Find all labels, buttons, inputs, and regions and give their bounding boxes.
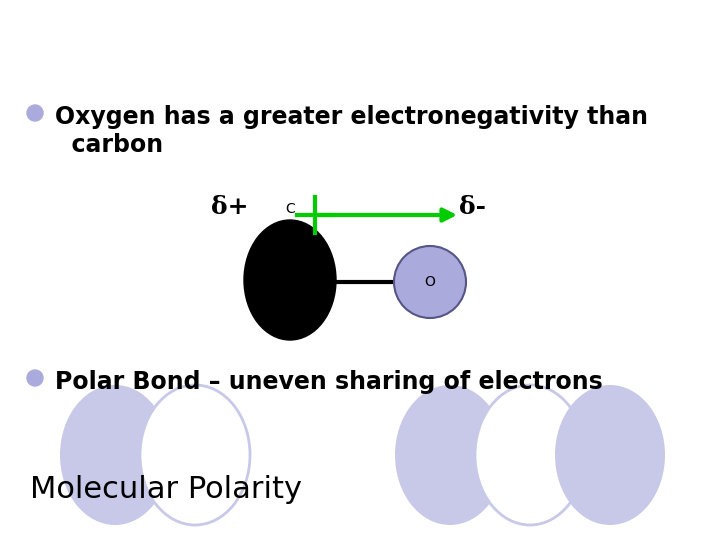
Text: δ-: δ- [459, 195, 485, 219]
Ellipse shape [60, 385, 170, 525]
Text: Molecular Polarity: Molecular Polarity [30, 475, 302, 504]
Text: δ+: δ+ [211, 195, 248, 219]
Text: carbon: carbon [55, 133, 163, 157]
Circle shape [27, 370, 43, 386]
Ellipse shape [395, 385, 505, 525]
Circle shape [27, 105, 43, 121]
Text: O: O [425, 275, 436, 289]
Ellipse shape [555, 385, 665, 525]
Circle shape [394, 246, 466, 318]
Ellipse shape [140, 385, 250, 525]
Text: Polar Bond – uneven sharing of electrons: Polar Bond – uneven sharing of electrons [55, 370, 603, 394]
Ellipse shape [244, 220, 336, 340]
Text: Oxygen has a greater electronegativity than: Oxygen has a greater electronegativity t… [55, 105, 648, 129]
Ellipse shape [475, 385, 585, 525]
Text: C: C [285, 202, 295, 216]
